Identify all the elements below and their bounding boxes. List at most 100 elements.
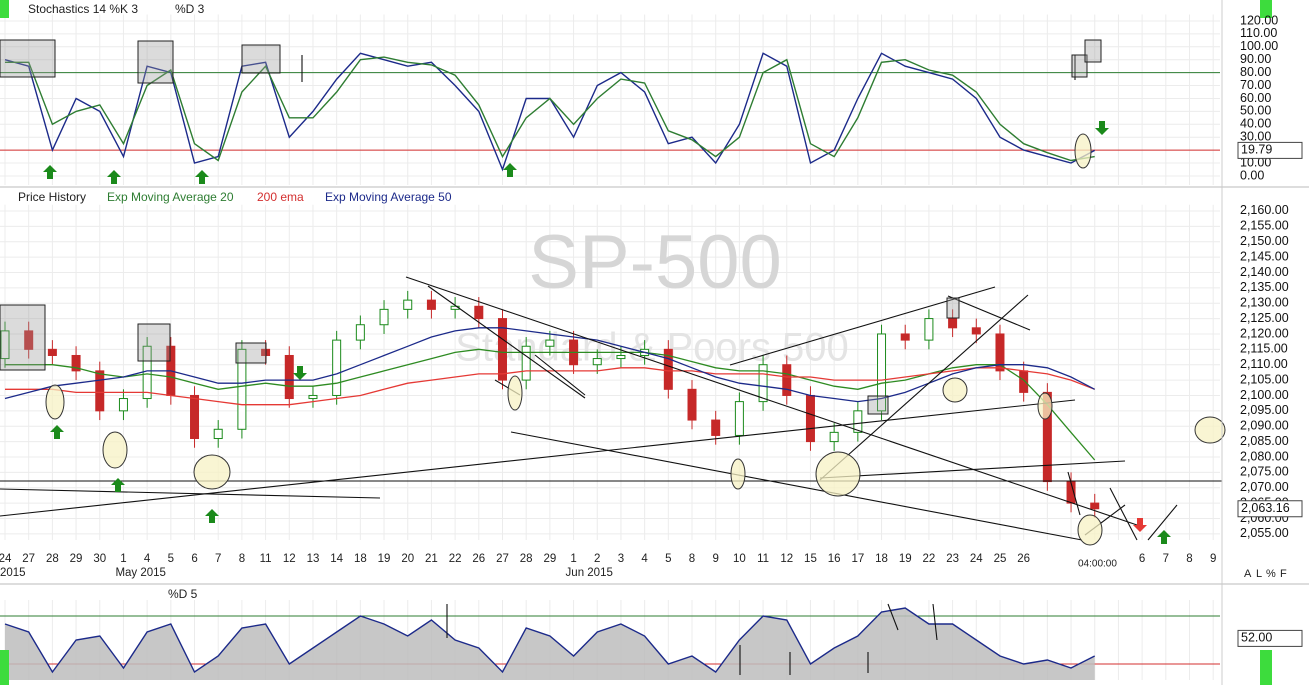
candle-body <box>0 330 10 360</box>
x-tick-label: 1 <box>570 553 576 565</box>
candle-body <box>47 348 57 356</box>
current-value-box <box>1237 141 1303 159</box>
trendline <box>534 354 586 396</box>
highlight-ellipse <box>507 375 523 411</box>
candle-body <box>829 431 839 443</box>
trendline <box>729 286 996 366</box>
legend-entry[interactable]: %D 3 <box>175 2 205 16</box>
current-value-box <box>1237 500 1303 518</box>
trendline <box>1067 471 1081 516</box>
current-value-label: 52.00 <box>1241 631 1272 645</box>
highlight-ellipse <box>1077 514 1103 546</box>
series-area <box>5 608 1095 680</box>
y-tick-label: 2,160.00 <box>1240 203 1289 217</box>
highlight-ellipse <box>1074 133 1092 169</box>
indicator <box>1260 650 1272 685</box>
candle-body <box>213 428 223 440</box>
highlight-ellipse <box>45 384 65 420</box>
x-tick-label: 27 <box>496 553 509 565</box>
legend-entry[interactable]: Exp Moving Average 50 <box>325 190 452 204</box>
highlight-box <box>235 342 267 364</box>
signal-arrow <box>205 509 219 523</box>
signal-arrow <box>195 170 209 184</box>
candle-body <box>616 354 626 360</box>
y-tick-label: 50.00 <box>1240 104 1271 118</box>
y-tick-label: 2,115.00 <box>1240 342 1288 356</box>
candle-body <box>687 388 697 421</box>
candle-body <box>190 394 200 440</box>
x-period-label: Jun 2015 <box>566 567 613 579</box>
highlight-ellipse <box>193 454 231 490</box>
signal-arrow <box>50 425 64 439</box>
y-tick-label: 2,095.00 <box>1240 403 1289 417</box>
y-tick-label: 30.00 <box>1240 130 1271 144</box>
toolbar-button[interactable]: L <box>1256 568 1262 580</box>
candle-body <box>758 364 768 403</box>
x-tick-label: 22 <box>923 553 936 565</box>
moving-average <box>5 348 1096 461</box>
moving-average <box>5 367 1095 406</box>
x-tick-label: 28 <box>520 553 533 565</box>
x-tick-label: 23 <box>946 553 959 565</box>
y-tick-label: 2,080.00 <box>1240 449 1289 463</box>
x-tick-label: 24 <box>970 553 983 565</box>
y-tick-label: 60.00 <box>1240 91 1271 105</box>
watermark: SP-500 <box>528 220 782 305</box>
legend-entry[interactable]: Stochastics 14 %K 3 <box>28 2 138 16</box>
trendline <box>1109 487 1138 541</box>
candle-body <box>71 354 81 372</box>
legend-entry[interactable]: Exp Moving Average 20 <box>107 190 234 204</box>
legend-entry[interactable]: 200 ema <box>257 190 304 204</box>
trendline <box>947 295 1031 331</box>
indicator <box>0 650 9 685</box>
x-tick-label: 26 <box>472 553 485 565</box>
trendline <box>1147 504 1178 541</box>
y-tick-label: 90.00 <box>1240 52 1271 66</box>
toolbar-button[interactable]: % <box>1266 568 1276 580</box>
trendline <box>0 488 381 499</box>
candle-body <box>948 318 958 329</box>
toolbar-button[interactable]: F <box>1280 568 1287 580</box>
highlight-box <box>137 40 174 84</box>
signal-arrow <box>1133 518 1147 532</box>
candle-body <box>900 333 910 341</box>
legend-entry[interactable]: %D 5 <box>168 587 198 601</box>
y-tick-label: 2,075.00 <box>1240 465 1289 479</box>
x-tick-label: 8 <box>1186 553 1192 565</box>
panel-title[interactable]: Price History <box>18 190 86 204</box>
x-tick-label: 14 <box>330 553 343 565</box>
y-tick-label: 2,155.00 <box>1240 219 1289 233</box>
x-tick-label: 19 <box>378 553 391 565</box>
y-tick-label: 0.00 <box>1240 168 1264 182</box>
candle-body <box>521 345 531 381</box>
candle-body <box>663 348 673 390</box>
trendline <box>932 603 938 641</box>
candle-body <box>118 398 128 412</box>
toolbar-button[interactable]: A <box>1244 568 1252 580</box>
x-tick-label: 15 <box>804 553 817 565</box>
trendline <box>405 276 1138 526</box>
x-tick-label: 9 <box>712 553 718 565</box>
candle-body <box>853 410 863 433</box>
current-value-label: 19.79 <box>1241 143 1272 157</box>
y-tick-label: 2,055.00 <box>1240 526 1289 540</box>
signal-arrow <box>293 366 307 380</box>
x-tick-label: 28 <box>46 553 59 565</box>
x-tick-label: 18 <box>875 553 888 565</box>
x-tick-label: 3 <box>618 553 624 565</box>
highlight-box <box>0 39 56 78</box>
x-tick-label: 17 <box>851 553 864 565</box>
y-tick-label: 2,100.00 <box>1240 388 1289 402</box>
highlight-box <box>867 395 889 415</box>
x-tick-label: 26 <box>1017 553 1030 565</box>
candle-body <box>379 308 389 326</box>
highlight-ellipse <box>730 458 746 490</box>
x-tick-label: 13 <box>307 553 320 565</box>
candle-body <box>995 333 1005 372</box>
y-tick-label: 2,105.00 <box>1240 372 1289 386</box>
x-tick-label: 25 <box>994 553 1007 565</box>
y-tick-label: 2,110.00 <box>1240 357 1288 371</box>
candle-body <box>924 318 934 341</box>
candle-body <box>284 354 294 400</box>
series-line <box>5 56 1095 162</box>
